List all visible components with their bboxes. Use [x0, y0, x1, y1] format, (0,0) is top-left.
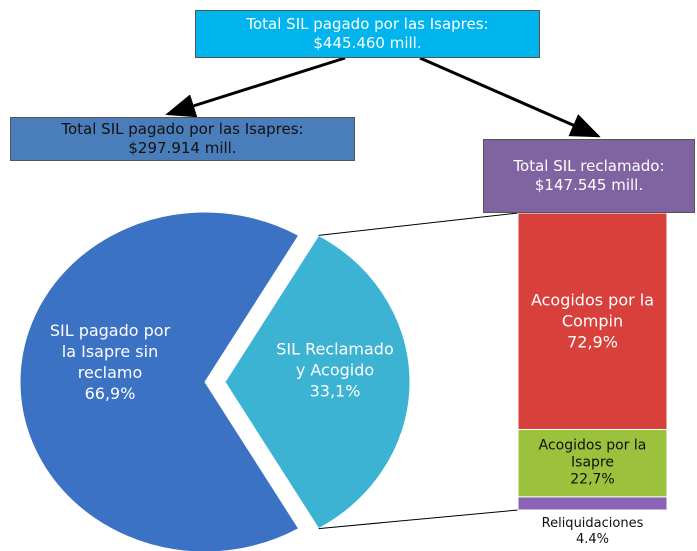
bar-segment: [517, 429, 668, 498]
slice-label: SIL Reclamado y Acogido 33,1%: [270, 339, 400, 402]
annotation-line: Total SIL pagado por las Isapres:: [61, 120, 304, 138]
segment-label: Acogidos por la Isapre 22,7%: [523, 438, 663, 489]
annotation-box: Total SIL reclamado: $147.545 mill.: [483, 139, 695, 213]
connector: [318, 212, 519, 236]
segment-value: 22,7%: [570, 471, 615, 488]
slice-name: SIL pagado por la Isapre sin reclamo: [49, 321, 171, 382]
arrow: [419, 56, 601, 138]
segment-name: Acogidos por la Isapre: [538, 437, 647, 471]
pie-slice: [19, 211, 300, 551]
annotation-line: $147.545 mill.: [534, 176, 644, 194]
segment-label: Acogidos por la Compin 72,9%: [523, 290, 663, 353]
bar-segment: [517, 496, 668, 511]
segment-name: Reliquidaciones: [541, 516, 644, 531]
slice-label: SIL pagado por la Isapre sin reclamo 66,9…: [45, 320, 175, 404]
annotation-line: Total SIL reclamado:: [513, 157, 665, 175]
slice-name: SIL Reclamado y Acogido: [276, 339, 394, 380]
connector: [318, 509, 519, 530]
segment-name: Acogidos por la Compin: [530, 290, 655, 331]
pie-slice: [224, 234, 411, 530]
annotation-line: $297.914 mill.: [128, 139, 237, 157]
annotation-line: $445.460 mill.: [313, 34, 422, 52]
segment-value: 4.4%: [575, 532, 610, 547]
annotation-line: Total SIL pagado por las Isapres:: [246, 15, 489, 33]
annotation-box: Total SIL pagado por las Isapres: $445.46…: [195, 10, 540, 58]
arrow: [165, 56, 346, 118]
slice-value: 66,9%: [84, 384, 136, 403]
annotation-box: Total SIL pagado por las Isapres: $297.91…: [10, 117, 355, 161]
segment-value: 72,9%: [567, 332, 618, 352]
segment-label: Reliquidaciones 4.4%: [513, 516, 673, 548]
slice-value: 33,1%: [309, 381, 361, 401]
